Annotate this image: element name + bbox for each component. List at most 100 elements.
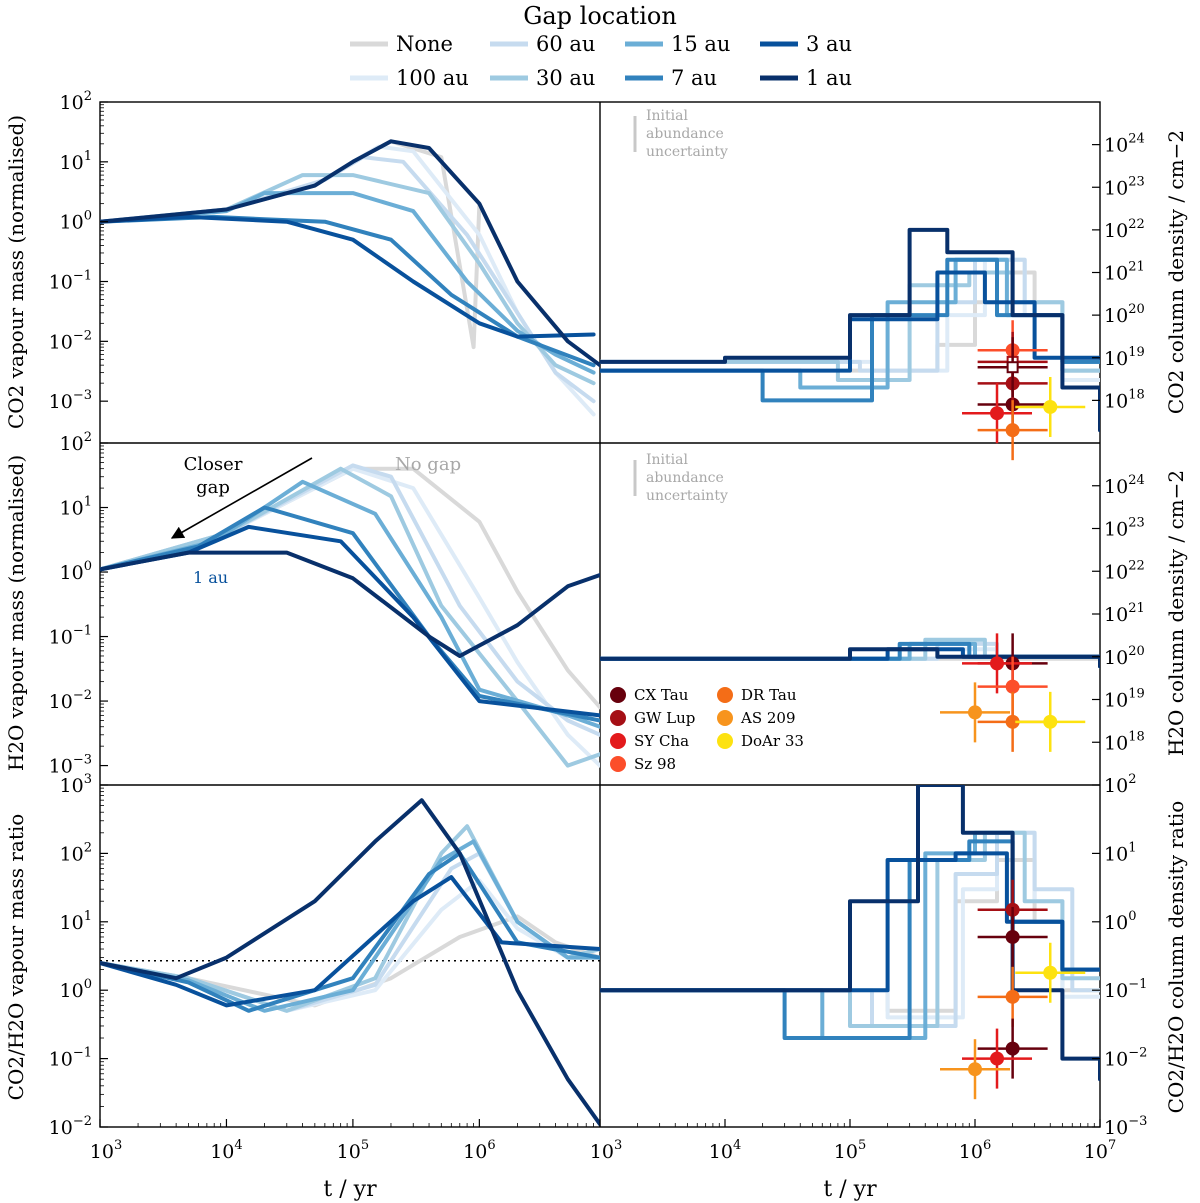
- obs-marker-DoAr-33: [1043, 965, 1058, 980]
- legend-label-6: 3 au: [806, 32, 852, 56]
- ytick-label: 10−1: [49, 269, 92, 294]
- obs-marker-CX-Tau: [1005, 1041, 1020, 1056]
- ytick-label: 10−1: [49, 1046, 92, 1071]
- ytick-label: 10−2: [1104, 1046, 1147, 1071]
- xlabel-right: t / yr: [823, 1177, 877, 1202]
- series-7-au: [600, 641, 1100, 669]
- obs-legend-label-4: DR Tau: [741, 686, 797, 704]
- obs-legend-marker-0: [610, 687, 626, 703]
- uncertainty-text-3: uncertainty: [646, 144, 728, 160]
- panel-co2_mass: [100, 139, 600, 417]
- closer-gap-arrow: [170, 457, 313, 539]
- series-1-au: [600, 647, 1100, 669]
- series-7-au: [100, 851, 600, 1013]
- closer-gap-text-2: gap: [196, 477, 230, 498]
- ytick-label: 101: [60, 495, 92, 520]
- xtick-label: 106: [463, 1138, 495, 1163]
- ytick-label: 10−3: [49, 388, 92, 413]
- ytick-label: 1022: [1104, 217, 1145, 242]
- ytick-label: 102: [60, 840, 92, 865]
- panel-h2o_mass: [100, 463, 600, 768]
- obs-marker-AS-209: [968, 705, 982, 720]
- no-gap-label: No gap: [395, 454, 461, 475]
- panel-co2_column: [600, 227, 1100, 433]
- ytick-label: 1020: [1104, 302, 1145, 327]
- obs-marker-DR-Tau: [1005, 423, 1020, 438]
- ytick-label: 1023: [1104, 516, 1145, 541]
- ytick-label: 1021: [1104, 601, 1145, 626]
- ylabel-co2-mass: CO2 vapour mass (normalised): [4, 115, 28, 429]
- obs-legend-label-0: CX Tau: [634, 686, 689, 704]
- ytick-label: 1019: [1104, 687, 1145, 712]
- gap-location-legend: Gap location None 100 au 60 au 30 au 15 au 7 …: [350, 2, 852, 90]
- ylabel-h2o-column: H2O column density / cm−2: [1164, 470, 1188, 756]
- uncertainty-annotation-mid: Initial abundance uncertainty: [633, 452, 728, 504]
- ytick-label: 102: [60, 430, 92, 455]
- obs-legend-label-5: AS 209: [740, 709, 796, 727]
- series-30-au: [600, 637, 1100, 669]
- series-None: [100, 914, 600, 1008]
- xtick-label: 106: [959, 1138, 991, 1163]
- series-1-au: [600, 785, 1100, 1082]
- xtick-label: 103: [590, 1138, 622, 1163]
- series-30-au: [100, 173, 596, 386]
- obs-marker-DR-Tau: [1005, 714, 1020, 729]
- ytick-label: 102: [1104, 772, 1136, 797]
- obs-marker-DR-Tau: [1005, 989, 1020, 1004]
- ytick-label: 100: [60, 209, 92, 234]
- obs-marker-SY-Cha: [990, 406, 1005, 421]
- ytick-label: 100: [1104, 909, 1136, 934]
- ytick-label: 1024: [1104, 132, 1145, 157]
- ytick-label: 1022: [1104, 558, 1145, 583]
- ytick-label: 101: [1104, 840, 1136, 865]
- legend-label-3: 30 au: [536, 66, 595, 90]
- ytick-label: 1023: [1104, 174, 1145, 199]
- ytick-label: 101: [60, 149, 92, 174]
- closer-gap-annotation: Closer gap No gap 1 au: [170, 454, 461, 587]
- xtick-label: 104: [709, 1138, 741, 1163]
- xtick-label: 103: [90, 1138, 122, 1163]
- ytick-label: 10−3: [1104, 1114, 1147, 1139]
- ytick-label: 10−2: [49, 1114, 92, 1139]
- obs-marker-DoAr-33: [1043, 399, 1058, 414]
- legend-label-1: 100 au: [396, 66, 469, 90]
- xtick-label: 105: [337, 1138, 369, 1163]
- obs-legend-label-3: Sz 98: [634, 755, 676, 773]
- legend-label-5: 7 au: [671, 66, 717, 90]
- obs-legend-marker-4: [717, 687, 733, 703]
- obs-legend-label-6: DoAr 33: [741, 732, 804, 750]
- obs-marker-AS-209: [968, 1062, 982, 1077]
- series-1-au: [100, 798, 600, 1127]
- ytick-label: 10−2: [49, 688, 92, 713]
- series-3-au: [600, 647, 1100, 669]
- obs-marker-CX-Tau: [1005, 929, 1020, 944]
- uncertainty-text-1: Initial: [646, 452, 688, 468]
- ytick-label: 1019: [1104, 345, 1145, 370]
- legend-label-4: 15 au: [671, 32, 730, 56]
- xlabel-left: t / yr: [323, 1177, 377, 1202]
- obs-legend-marker-2: [610, 733, 626, 749]
- legend-label-0: None: [396, 32, 453, 56]
- obs-legend-marker-6: [717, 733, 733, 749]
- ytick-label: 10−2: [49, 328, 92, 353]
- ytick-label: 10−1: [49, 624, 92, 649]
- obs-marker-Sz-98: [1005, 679, 1020, 694]
- uncertainty-annotation-top: Initial abundance uncertainty: [633, 108, 728, 160]
- ytick-label: 103: [60, 772, 92, 797]
- ytick-label: 10−1: [1104, 977, 1147, 1002]
- obs-legend-label-2: SY Cha: [634, 732, 689, 750]
- panel-ratio_column: [600, 785, 1100, 1082]
- series-30-au: [600, 830, 1100, 1028]
- obs-marker-SY-Cha: [990, 656, 1005, 671]
- ytick-label: 1018: [1104, 387, 1145, 412]
- panel-ratio_mass: [100, 798, 600, 1127]
- obs-marker-DoAr-33: [1043, 714, 1058, 729]
- xtick-label: 107: [1084, 1138, 1116, 1163]
- obs-legend-marker-5: [717, 710, 733, 726]
- closer-gap-text-1: Closer: [184, 454, 243, 475]
- ytick-label: 102: [60, 89, 92, 114]
- obs-legend-marker-3: [610, 756, 626, 772]
- series-1-au: [100, 139, 600, 368]
- obs-marker-open: [1006, 361, 1019, 374]
